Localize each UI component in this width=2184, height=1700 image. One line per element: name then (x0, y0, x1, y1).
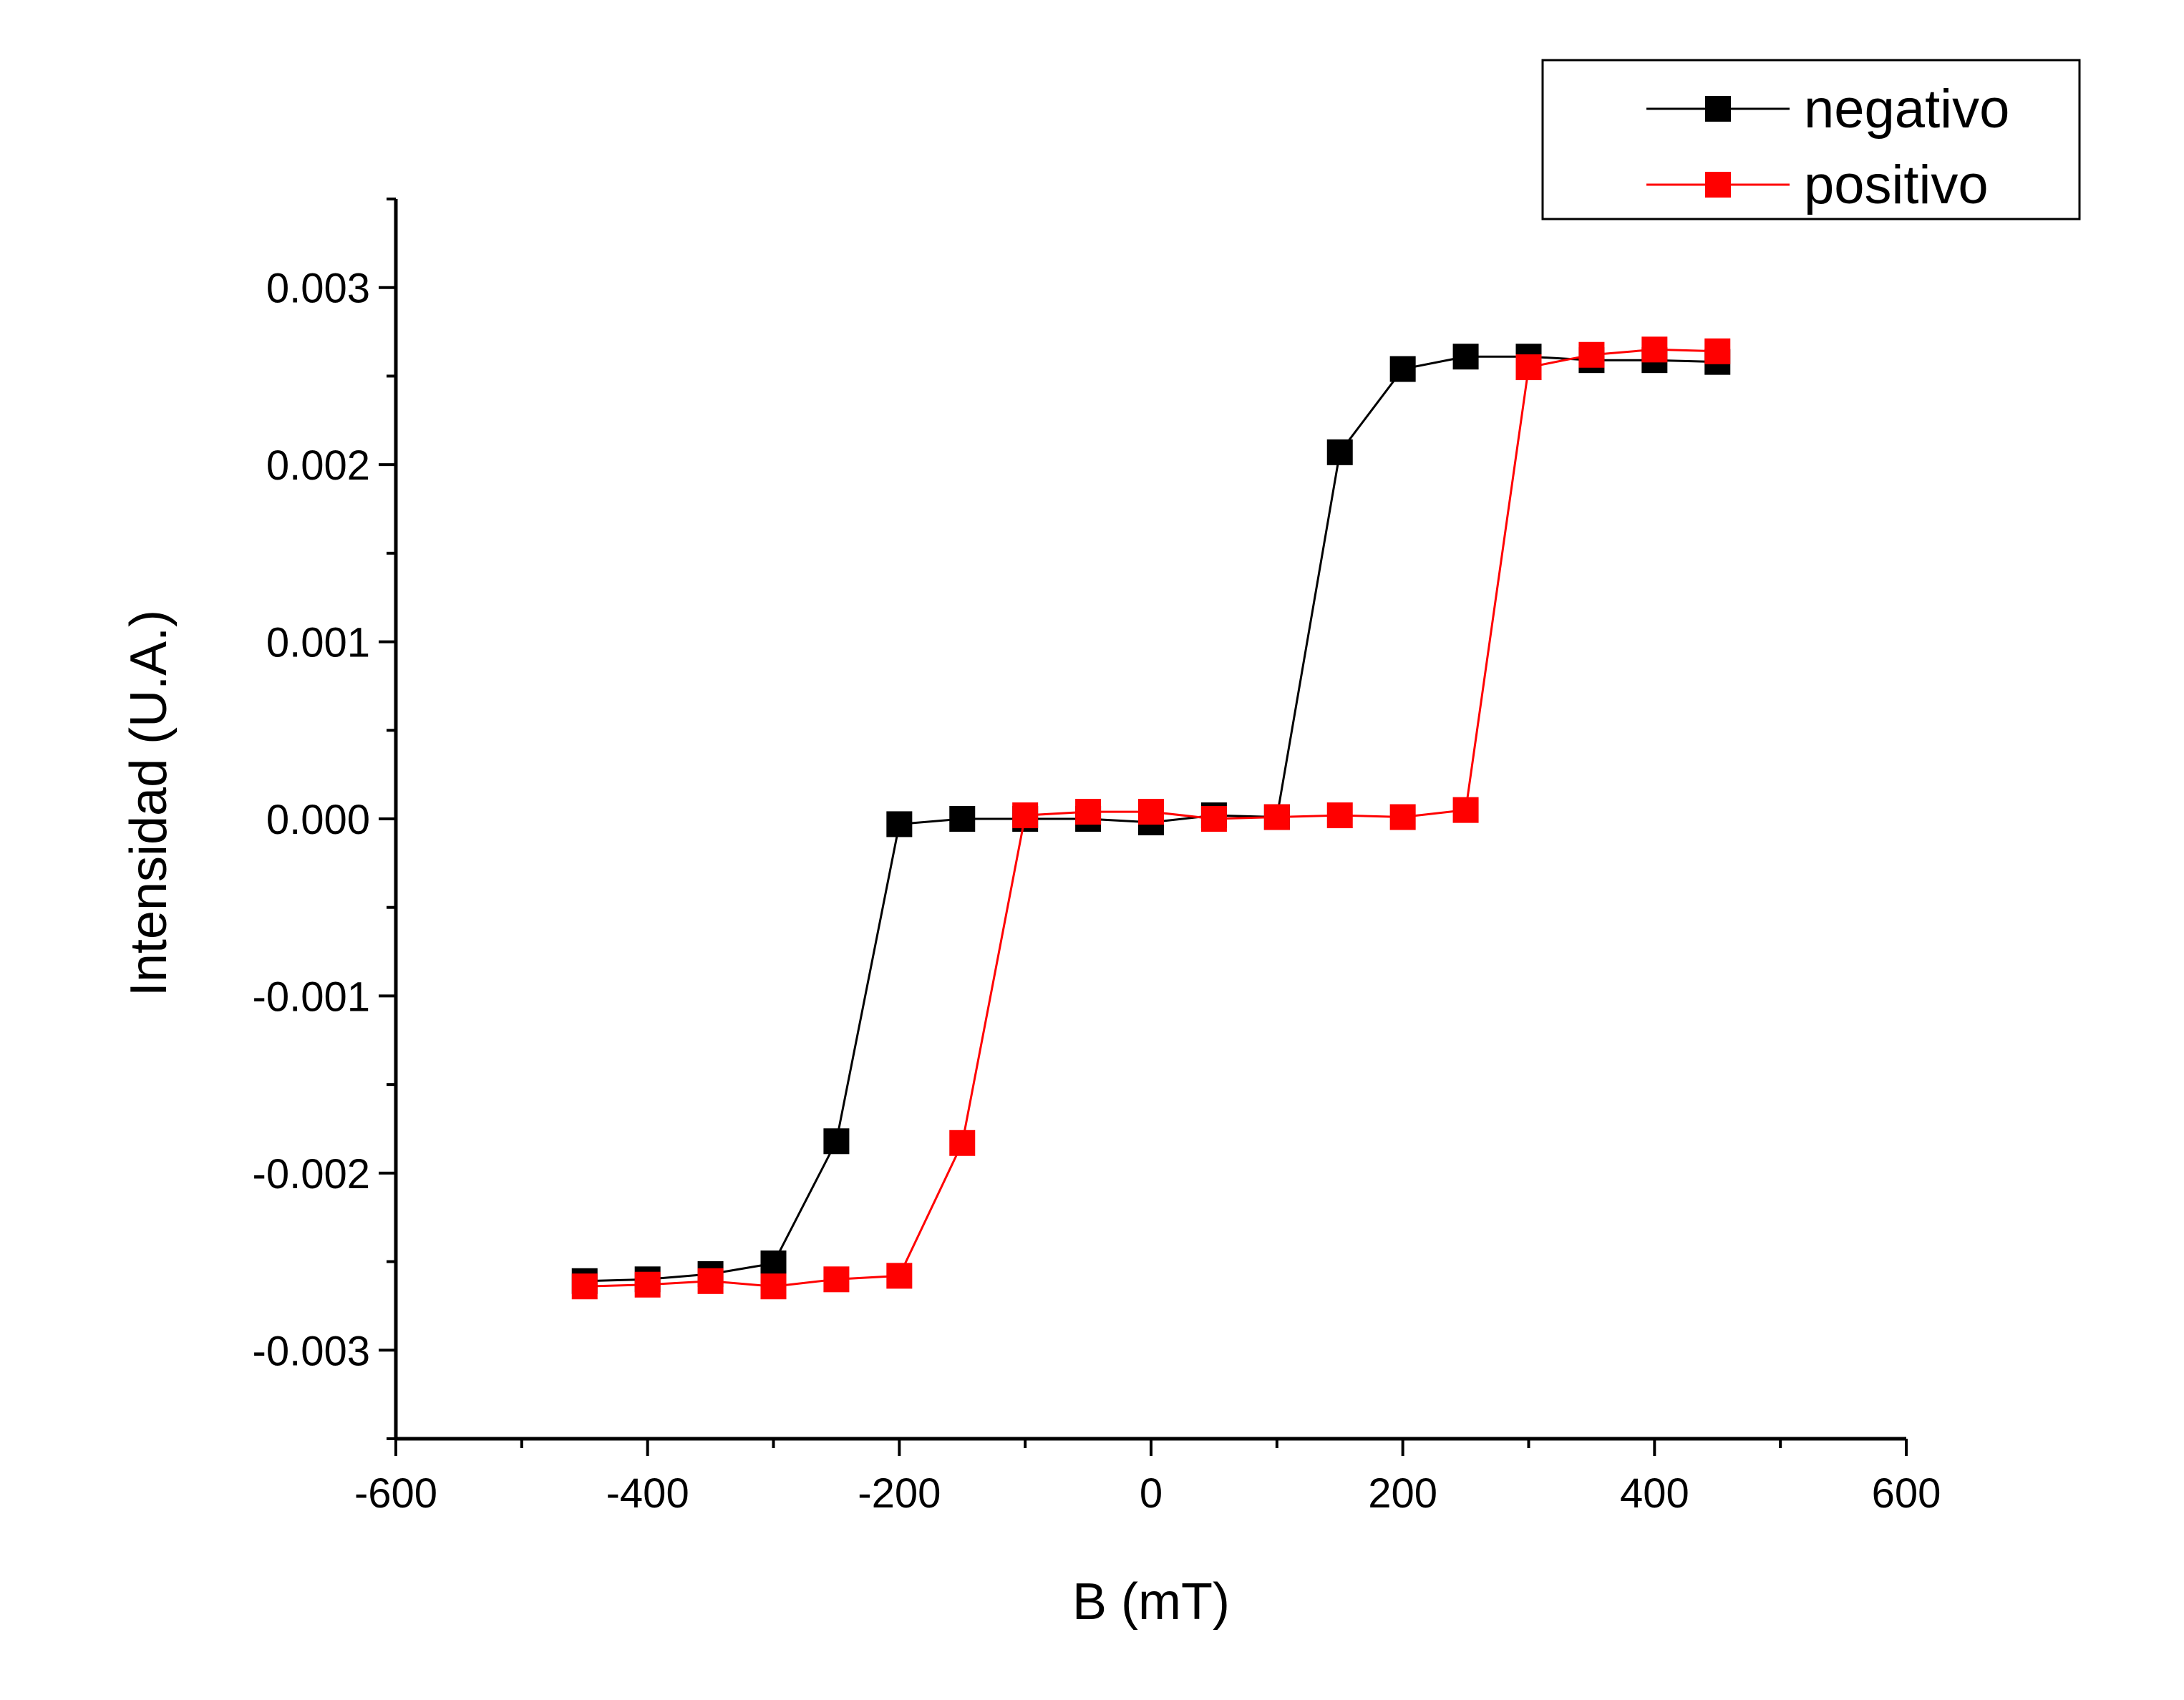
data-point-positivo (1704, 338, 1731, 364)
x-tick-label: -200 (858, 1470, 941, 1517)
data-point-negativo (760, 1250, 787, 1277)
x-tick-label: -600 (354, 1470, 437, 1517)
data-point-positivo (697, 1268, 724, 1294)
axes: -600 -400 -200 0 200 400 600 -0.003-0.002-0.00… (253, 198, 1941, 1517)
data-point-negativo (1452, 344, 1479, 370)
data-point-positivo (1578, 341, 1605, 368)
data-point-positivo (1200, 806, 1227, 832)
x-ticks: -600 -400 -200 0 200 400 600 (354, 1439, 1941, 1517)
legend-marker-positivo (1705, 172, 1731, 198)
plot-series (571, 336, 1731, 1300)
data-point-positivo (1012, 802, 1039, 829)
data-point-positivo (1515, 354, 1542, 381)
x-tick-label: -400 (606, 1470, 689, 1517)
data-point-positivo (823, 1266, 850, 1293)
data-point-positivo (1326, 802, 1353, 829)
data-point-positivo (1138, 799, 1164, 825)
x-tick-label: 600 (1872, 1470, 1941, 1517)
x-tick-label: 0 (1140, 1470, 1163, 1517)
data-point-positivo (1075, 799, 1102, 825)
y-tick-label: -0.003 (253, 1328, 370, 1374)
x-axis-title: B (mT) (1072, 1573, 1230, 1631)
legend-marker-negativo (1705, 96, 1731, 122)
legend-box (1541, 59, 2081, 220)
series-positivo (571, 336, 1731, 1300)
y-axis-title: Intensidad (U.A.) (120, 610, 178, 996)
y-tick-label: -0.002 (253, 1151, 370, 1198)
legend-entry-negativo: negativo (1646, 79, 2009, 140)
x-tick-label: 400 (1620, 1470, 1689, 1517)
data-point-positivo (1452, 797, 1479, 823)
data-point-negativo (823, 1128, 850, 1155)
y-tick-label: -0.001 (253, 973, 370, 1020)
data-point-negativo (1389, 356, 1416, 382)
y-tick-label: 0.002 (266, 442, 370, 489)
legend-entry-positivo: positivo (1646, 155, 1989, 215)
legend-label-negativo: negativo (1804, 79, 2009, 140)
data-point-positivo (571, 1273, 598, 1300)
y-tick-label: 0.003 (266, 266, 370, 312)
legend-label-positivo: positivo (1804, 155, 1989, 215)
data-point-positivo (1263, 804, 1290, 830)
data-point-negativo (1326, 439, 1353, 465)
data-point-negativo (886, 811, 913, 837)
data-point-positivo (1641, 336, 1668, 363)
y-tick-label: 0.001 (266, 620, 370, 666)
y-ticks: -0.003 -0.002 -0.001 0.000 0.001 0.002 0.003 (253, 198, 396, 1440)
x-tick-label: 200 (1368, 1470, 1437, 1517)
y-tick-label: 0.000 (266, 797, 370, 843)
data-point-positivo (886, 1263, 913, 1289)
data-point-positivo (634, 1271, 661, 1298)
data-point-positivo (949, 1130, 976, 1156)
data-point-negativo (949, 806, 976, 832)
legend: negativo positivo (1541, 59, 2081, 220)
data-point-positivo (760, 1273, 787, 1300)
data-point-positivo (1389, 804, 1416, 830)
